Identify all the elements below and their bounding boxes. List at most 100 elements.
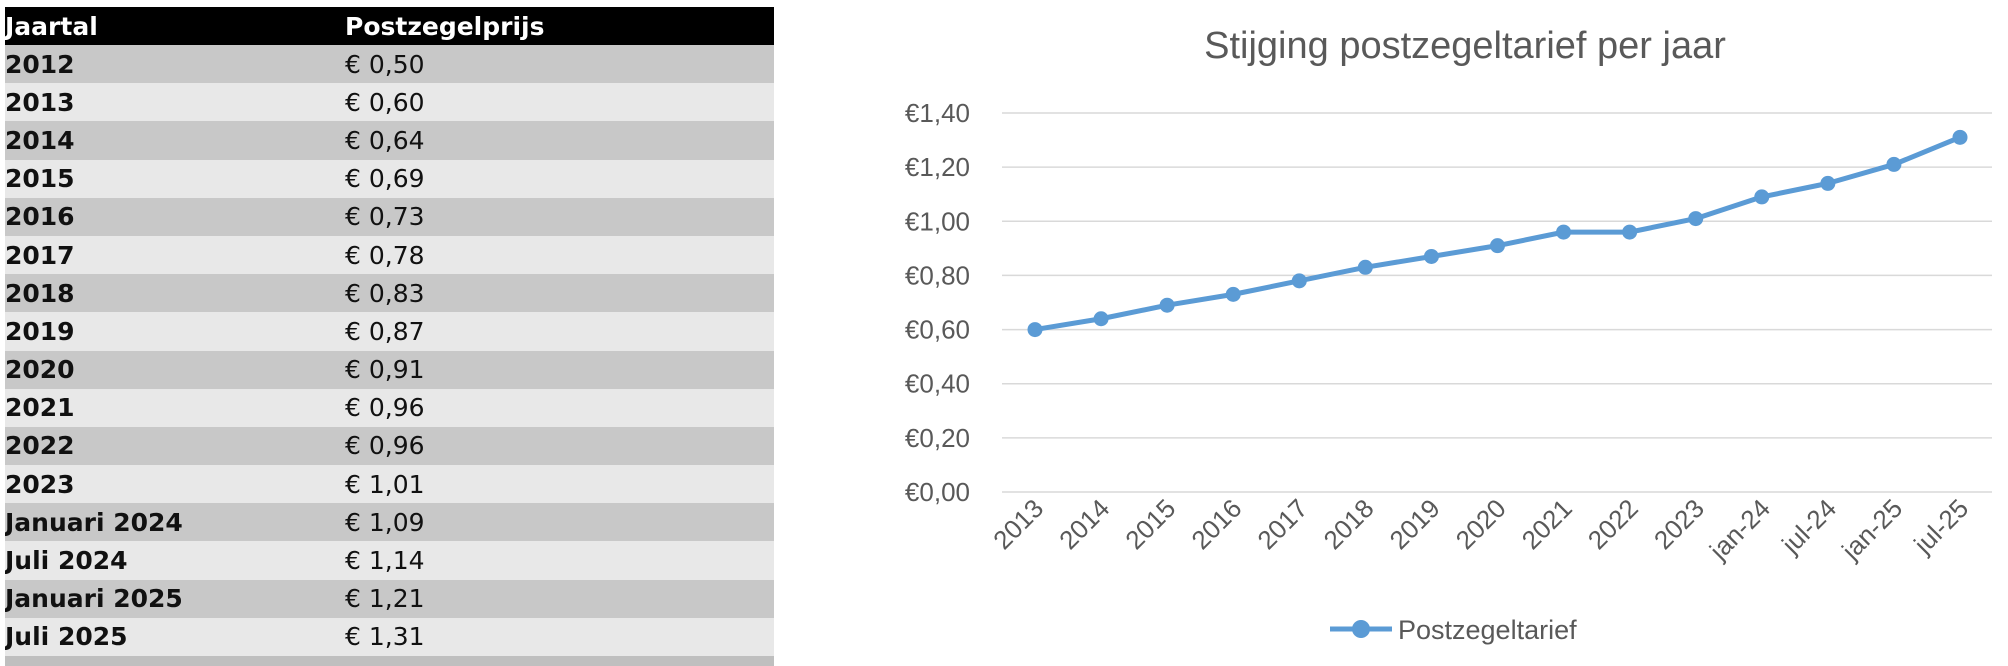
price-cell: € 1,21 (345, 579, 774, 618)
x-tick-label: 2020 (1450, 493, 1512, 555)
data-point-marker (1556, 224, 1572, 240)
data-point-marker (1291, 273, 1307, 289)
price-cell: € 0,91 (345, 350, 774, 389)
x-tick-label: 2022 (1582, 493, 1644, 555)
data-point-marker (1886, 156, 1902, 172)
price-cell: € 0,73 (345, 197, 774, 236)
table-row: 2015 € 0,69 (5, 159, 774, 198)
data-point-marker (1093, 311, 1109, 327)
legend: Postzegeltarief (1330, 615, 1577, 645)
column-header-jaartal: Jaartal (5, 7, 345, 45)
y-tick-label: €0,40 (905, 369, 970, 399)
table-row: 2022 € 0,96 (5, 426, 774, 466)
x-tick-label: jul-24 (1775, 493, 1842, 560)
price-cell: € 0,96 (345, 426, 774, 466)
table-row-clipped (5, 656, 774, 666)
table-body: 2012 € 0,50 2013 € 0,60 2014 € 0,64 2015 € 0,69… (5, 45, 774, 666)
data-point-marker (1622, 224, 1638, 240)
table-row: Januari 2024 € 1,09 (5, 503, 774, 542)
y-tick-label: €0,00 (905, 477, 970, 507)
table-row: Juli 2025 € 1,31 (5, 617, 774, 656)
y-axis-labels: €0,00 €0,20 €0,40 €0,60 €0,80 €1,00 €1,20 €1,40 (905, 98, 970, 507)
price-cell: € 1,01 (345, 465, 774, 504)
y-tick-label: €1,40 (905, 98, 970, 128)
table-row: 2017 € 0,78 (5, 235, 774, 275)
y-tick-label: €0,20 (905, 423, 970, 453)
column-header-postzegelprijs: Postzegelprijs (345, 7, 774, 45)
data-point-marker (1357, 259, 1373, 275)
y-tick-label: €0,60 (905, 315, 970, 345)
x-tick-label: jul-25 (1907, 493, 1974, 560)
legend-dot-marker-icon (1352, 620, 1370, 638)
price-cell: € 0,78 (345, 235, 774, 275)
series-postzegeltarief (1027, 129, 1968, 338)
data-point-marker (1688, 211, 1704, 227)
table-row: 2019 € 0,87 (5, 312, 774, 351)
year-cell: 2022 (5, 426, 345, 466)
year-cell: Juli 2025 (5, 617, 345, 656)
price-cell: € 1,14 (345, 541, 774, 580)
price-cell: € 0,96 (345, 388, 774, 427)
price-cell: € 1,09 (345, 503, 774, 542)
x-tick-label: 2021 (1516, 493, 1578, 555)
year-cell: 2015 (5, 159, 345, 198)
data-point-marker (1027, 322, 1043, 338)
table-row: Juli 2024 € 1,14 (5, 541, 774, 580)
year-cell: 2020 (5, 350, 345, 389)
year-cell: 2017 (5, 235, 345, 275)
x-axis-labels: 2013 2014 2015 2016 2017 2018 2019 2020 2021 2022… (987, 493, 1974, 566)
year-cell: 2019 (5, 312, 345, 351)
year-cell: Juli 2024 (5, 541, 345, 580)
year-cell: 2012 (5, 45, 345, 84)
data-point-marker (1754, 189, 1770, 205)
year-cell: 2018 (5, 274, 345, 313)
price-table: Jaartal Postzegelprijs 2012 € 0,50 2013 € 0… (5, 7, 774, 666)
legend-label: Postzegeltarief (1398, 615, 1577, 645)
table-row: 2018 € 0,83 (5, 274, 774, 313)
x-tick-label: jan-25 (1835, 493, 1908, 566)
table-header-row: Jaartal Postzegelprijs (5, 7, 774, 45)
year-cell: Januari 2024 (5, 503, 345, 542)
chart-title: Stijging postzegeltarief per jaar (1204, 25, 1726, 67)
table-row: 2013 € 0,60 (5, 83, 774, 122)
table-row: 2016 € 0,73 (5, 197, 774, 236)
table-row: Januari 2025 € 1,21 (5, 579, 774, 618)
data-point-marker (1225, 286, 1241, 302)
data-point-marker (1159, 297, 1175, 313)
price-cell: € 0,64 (345, 121, 774, 160)
x-tick-label: 2017 (1251, 493, 1313, 555)
year-cell: 2013 (5, 83, 345, 122)
table-row: 2023 € 1,01 (5, 465, 774, 504)
table-row: 2014 € 0,64 (5, 121, 774, 160)
x-tick-label: 2014 (1053, 493, 1115, 555)
y-tick-label: €0,80 (905, 260, 970, 290)
year-cell: 2023 (5, 465, 345, 504)
x-tick-label: 2019 (1384, 493, 1446, 555)
x-tick-label: 2018 (1317, 493, 1379, 555)
y-tick-label: €1,20 (905, 152, 970, 182)
table-row: 2021 € 0,96 (5, 388, 774, 427)
year-cell: 2021 (5, 388, 345, 427)
x-tick-label: 2023 (1648, 493, 1710, 555)
table-row: 2012 € 0,50 (5, 45, 774, 84)
price-cell: € 0,50 (345, 45, 774, 84)
year-cell: 2014 (5, 121, 345, 160)
x-tick-label: 2013 (987, 493, 1049, 555)
x-tick-label: 2016 (1185, 493, 1247, 555)
year-cell: 2016 (5, 197, 345, 236)
data-point-marker (1490, 238, 1505, 254)
price-cell: € 0,87 (345, 312, 774, 351)
data-point-marker (1820, 175, 1836, 191)
x-tick-label: 2015 (1119, 493, 1181, 555)
table-row: 2020 € 0,91 (5, 350, 774, 389)
price-cell: € 0,83 (345, 274, 774, 313)
x-tick-label: jan-24 (1703, 493, 1776, 566)
price-cell: € 1,31 (345, 617, 774, 656)
data-point-marker (1952, 129, 1968, 145)
gridlines (1002, 112, 1992, 493)
y-tick-label: €1,00 (905, 206, 970, 236)
data-point-marker (1423, 248, 1439, 264)
series-polyline (1032, 134, 1963, 333)
